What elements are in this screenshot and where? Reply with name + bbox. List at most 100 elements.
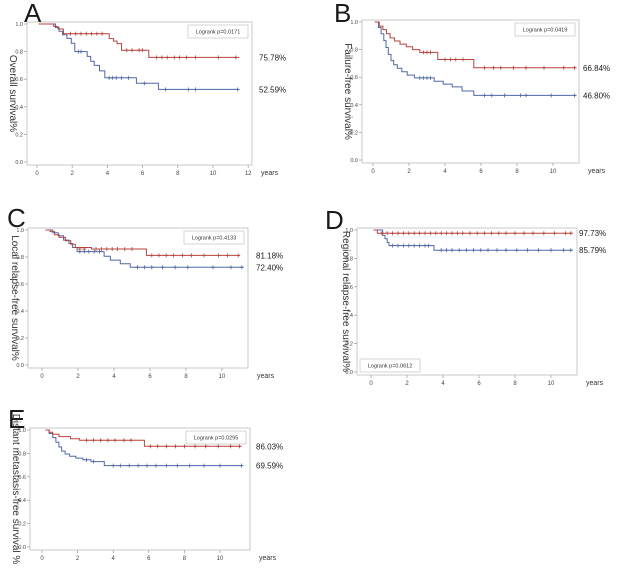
x-tick-label: 4 bbox=[112, 374, 116, 380]
x-tick-label: 2 bbox=[71, 171, 75, 177]
y-axis-title: Local relapse-free survival% bbox=[9, 235, 20, 361]
x-tick-label: 0 bbox=[35, 171, 39, 177]
y-tick-label: 0.2 bbox=[16, 336, 24, 342]
x-tick-label: 4 bbox=[106, 171, 110, 177]
y-axis-title: Distant metastasis-free survival % bbox=[10, 414, 21, 565]
logrank-p-value: Logrank p=0.0419 bbox=[523, 28, 568, 34]
panel-label: C bbox=[7, 203, 26, 233]
survival-curve-group1 bbox=[373, 229, 573, 234]
y-tick-label: 0.4 bbox=[345, 313, 353, 319]
x-tick-label: 6 bbox=[479, 169, 483, 175]
y-tick-label: 0.8 bbox=[16, 255, 24, 261]
y-tick-label: 0.4 bbox=[350, 103, 358, 109]
x-tick-label: 8 bbox=[184, 374, 188, 380]
y-axis-title: Overall survival% bbox=[7, 55, 18, 132]
final-survival-percentage-group1: 81.18% bbox=[256, 251, 283, 260]
km-panel-A: A Overall survival% 1.0 0.8 0.6 0.4 0.2 0.0 0 2 4 6… bbox=[0, 0, 308, 199]
km-panel-D: D Regional relapse-free survival% 1.0 0.8 0.… bbox=[309, 200, 617, 394]
y-tick-label: 0.2 bbox=[15, 132, 23, 138]
y-tick-label: 0.6 bbox=[15, 77, 23, 83]
logrank-p-value: Logrank p=0.0612 bbox=[368, 364, 413, 370]
y-tick-label: 0.0 bbox=[350, 158, 358, 164]
plot-area-border bbox=[356, 227, 578, 376]
y-tick-label: 0.0 bbox=[345, 370, 353, 376]
final-survival-percentage-group2: 72.40% bbox=[256, 263, 283, 272]
y-tick-label: 0.0 bbox=[15, 160, 23, 166]
logrank-p-value: Logrank p=0.4133 bbox=[192, 236, 237, 242]
x-tick-label: 8 bbox=[515, 169, 519, 175]
logrank-box bbox=[187, 24, 249, 39]
survival-curve-group2 bbox=[45, 429, 244, 467]
survival-curve-group1 bbox=[374, 21, 577, 69]
x-tick-label: 8 bbox=[176, 171, 180, 177]
x-axis-title: years bbox=[261, 170, 279, 177]
final-survival-percentage-group2: 46.80% bbox=[583, 91, 610, 100]
x-tick-label: 0 bbox=[371, 169, 375, 175]
panel-label: D bbox=[325, 205, 344, 235]
y-tick-label: 0.8 bbox=[345, 256, 353, 262]
x-tick-label: 6 bbox=[147, 556, 151, 562]
x-axis-title: years bbox=[588, 168, 606, 175]
survival-chart-B: B Failure-free survival% 1.0 0.8 0.6 0.4 0.2 0.… bbox=[334, 0, 610, 175]
x-tick-label: 4 bbox=[443, 169, 447, 175]
y-tick-label: 0.2 bbox=[350, 130, 358, 136]
x-tick-label: 0 bbox=[369, 381, 373, 387]
y-tick-label: 0.8 bbox=[18, 451, 26, 457]
plot-area-border bbox=[26, 21, 253, 166]
x-tick-label: 8 bbox=[183, 556, 187, 562]
y-tick-label: 1.0 bbox=[16, 228, 24, 234]
x-axis-title: years bbox=[259, 555, 277, 562]
logrank-box bbox=[514, 22, 576, 37]
logrank-box bbox=[359, 358, 421, 373]
y-tick-label: 1.0 bbox=[15, 22, 23, 28]
y-tick-label: 0.6 bbox=[350, 75, 358, 81]
km-panel-B: B Failure-free survival% 1.0 0.8 0.6 0.4 0.2 0.… bbox=[309, 0, 617, 199]
y-tick-label: 0.4 bbox=[16, 309, 24, 315]
plot-area-border bbox=[29, 427, 251, 551]
x-tick-label: 4 bbox=[441, 381, 445, 387]
panel-label: E bbox=[8, 404, 25, 434]
x-tick-label: 12 bbox=[245, 171, 252, 177]
panel-label: B bbox=[334, 0, 351, 28]
logrank-box bbox=[183, 230, 245, 245]
y-axis-title: Failure-free survival% bbox=[342, 43, 353, 140]
x-tick-label: 10 bbox=[550, 169, 557, 175]
survival-chart-A: A Overall survival% 1.0 0.8 0.6 0.4 0.2 0.0 0 2 4 6… bbox=[7, 0, 286, 177]
y-tick-label: 0.2 bbox=[18, 522, 26, 528]
y-tick-label: 0.2 bbox=[345, 342, 353, 348]
y-tick-label: 0.6 bbox=[345, 285, 353, 291]
km-panel-C: C Local relapse-free survival% 1.0 0.8 0.6 0.… bbox=[0, 200, 308, 394]
final-survival-percentage-group2: 52.59% bbox=[259, 85, 286, 94]
x-tick-label: 4 bbox=[112, 556, 116, 562]
logrank-p-value: Logrank p=0.0171 bbox=[196, 30, 241, 36]
final-survival-percentage-group2: 69.59% bbox=[256, 462, 283, 471]
x-tick-label: 10 bbox=[219, 374, 226, 380]
x-tick-label: 10 bbox=[548, 381, 555, 387]
y-tick-label: 1.0 bbox=[350, 20, 358, 26]
y-axis-title: Regional relapse-free survival% bbox=[340, 231, 351, 372]
x-tick-label: 6 bbox=[477, 381, 481, 387]
x-tick-label: 2 bbox=[76, 556, 80, 562]
y-tick-label: 0.0 bbox=[18, 545, 26, 551]
y-tick-label: 1.0 bbox=[18, 428, 26, 434]
x-tick-label: 2 bbox=[407, 169, 411, 175]
y-tick-label: 0.6 bbox=[18, 475, 26, 481]
y-tick-label: 0.4 bbox=[18, 498, 26, 504]
logrank-p-value: Logrank p=0.0295 bbox=[194, 436, 239, 442]
plot-area-border bbox=[27, 227, 249, 369]
x-tick-label: 6 bbox=[148, 374, 152, 380]
x-tick-label: 2 bbox=[76, 374, 80, 380]
x-tick-label: 6 bbox=[141, 171, 145, 177]
final-survival-percentage-group1: 75.78% bbox=[259, 53, 286, 62]
survival-curve-group2 bbox=[373, 229, 573, 251]
survival-chart-C: C Local relapse-free survival%1.0 0.8 0.6 0.… bbox=[7, 203, 283, 380]
x-axis-title: years bbox=[586, 380, 604, 387]
y-tick-label: 0.8 bbox=[350, 48, 358, 54]
x-tick-label: 8 bbox=[513, 381, 517, 387]
logrank-box bbox=[185, 430, 247, 445]
km-panel-E: E Distant metastasis-free survival % 1.0 0.… bbox=[0, 395, 308, 571]
panel-label: A bbox=[24, 0, 42, 28]
y-tick-label: 0.6 bbox=[16, 282, 24, 288]
